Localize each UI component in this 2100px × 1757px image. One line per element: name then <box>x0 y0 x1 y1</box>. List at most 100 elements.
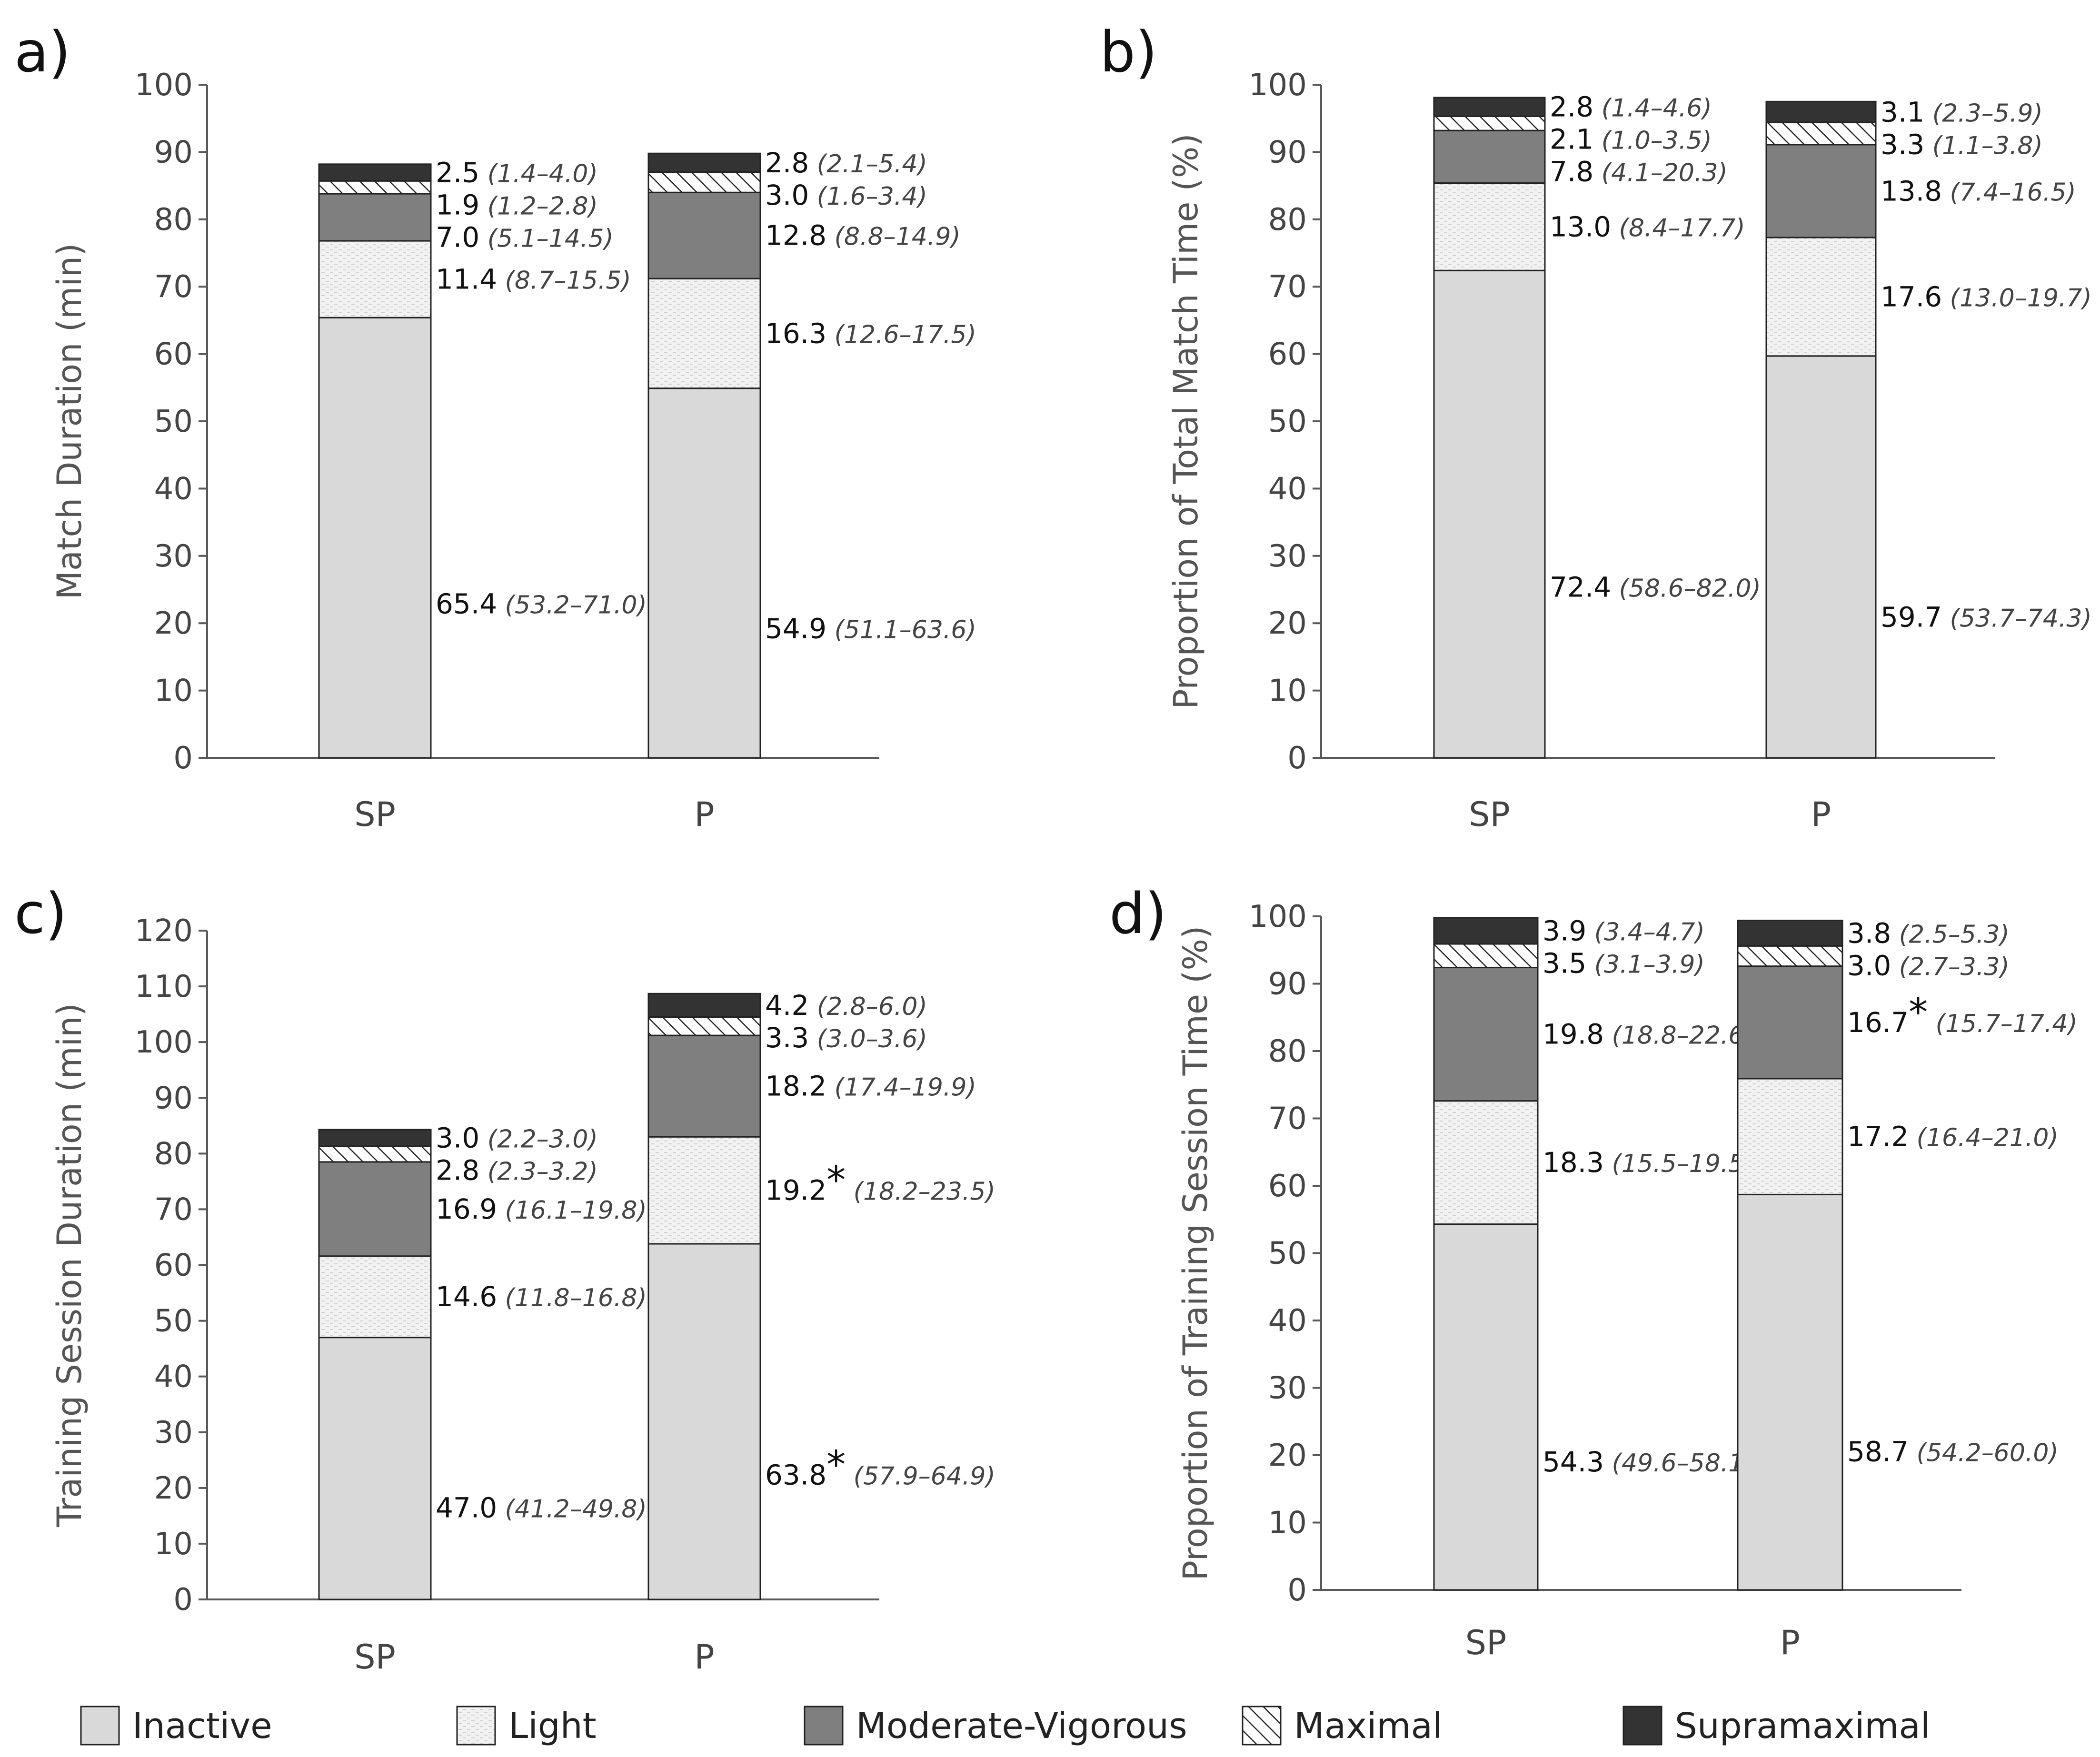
y-tick-label: 90 <box>154 1081 193 1116</box>
y-tick-label: 50 <box>154 1304 193 1339</box>
data-label-ci: (15.5–19.5) <box>1604 1150 1754 1178</box>
legend-item-supramaximal: Supramaximal <box>1622 1706 1930 1747</box>
data-label-value: 65.4 <box>436 587 497 620</box>
data-label-value: 14.6 <box>436 1281 497 1313</box>
bar-segment-moderate-vigorous <box>1433 967 1539 1102</box>
legend-swatch <box>1622 1706 1662 1746</box>
data-label: 17.2 (16.4–21.0) <box>1847 1121 2059 1153</box>
data-label: 7.0 (5.1–14.5) <box>436 221 614 254</box>
bar-segment-maximal <box>1433 943 1539 969</box>
bar-segment-moderate-vigorous <box>647 1034 761 1138</box>
bar-segment-inactive <box>1433 1223 1539 1591</box>
y-tick-label: 60 <box>154 337 193 372</box>
y-tick-label: 30 <box>154 1415 193 1450</box>
data-label: 3.3 (1.1–3.8) <box>1881 128 2043 160</box>
legend-label: Moderate-Vigorous <box>856 1706 1187 1747</box>
panel-letter: b) <box>1100 19 1157 85</box>
data-label-value: 3.5 <box>1543 947 1586 979</box>
y-tick-label: 60 <box>154 1248 193 1283</box>
bar-segment-light <box>318 1255 432 1339</box>
y-tick-label: 100 <box>135 68 193 103</box>
data-label-value: 58.7 <box>1847 1435 1909 1468</box>
data-label: 17.6 (13.0–19.7) <box>1881 280 2092 313</box>
y-tick-label: 30 <box>154 539 193 574</box>
category-label: P <box>694 1638 714 1677</box>
data-label-ci: (18.8–22.6) <box>1604 1022 1754 1050</box>
category-label: P <box>1780 1623 1800 1662</box>
data-label-ci: (2.5–5.3) <box>1891 920 2010 949</box>
data-label-value: 54.3 <box>1543 1446 1604 1478</box>
data-label: 2.1 (1.0–3.5) <box>1550 123 1712 156</box>
legend-swatch <box>1242 1706 1282 1746</box>
data-label-ci: (8.7–15.5) <box>497 267 631 295</box>
data-label-ci: (2.1–5.4) <box>809 150 927 179</box>
y-tick-label: 50 <box>1268 404 1307 439</box>
bar-segment-supramaximal <box>1433 97 1546 117</box>
data-label: 19.8 (18.8–22.6) <box>1543 1018 1754 1051</box>
data-label: 13.8 (7.4–16.5) <box>1881 175 2076 207</box>
y-tick-label: 80 <box>1268 202 1307 238</box>
data-label-value: 3.8 <box>1847 917 1891 949</box>
bar-segment-light <box>1433 1100 1539 1225</box>
significance-star: * <box>826 1443 846 1487</box>
data-label: 3.0 (2.7–3.3) <box>1847 949 2010 982</box>
bar-segment-supramaximal <box>318 163 432 182</box>
data-label: 3.9 (3.4–4.7) <box>1543 914 1705 947</box>
legend-label: Supramaximal <box>1675 1706 1930 1747</box>
data-label: 14.6 (11.8–16.8) <box>436 1281 647 1313</box>
data-label-value: 3.3 <box>765 1022 809 1054</box>
data-label-value: 7.0 <box>436 221 479 254</box>
data-label-ci: (1.1–3.8) <box>1924 131 2043 160</box>
bar-segment-maximal <box>1433 115 1546 131</box>
data-label: 13.0 (8.4–17.7) <box>1550 210 1745 243</box>
data-label-ci: (2.7–3.3) <box>1891 953 2010 981</box>
y-tick-label: 90 <box>154 135 193 170</box>
bar-segment-moderate-vigorous <box>1765 144 1877 238</box>
data-label-ci: (1.4–4.0) <box>479 160 598 189</box>
data-label: 3.8 (2.5–5.3) <box>1847 917 2010 949</box>
legend-swatch <box>456 1706 496 1746</box>
data-label-value: 47.0 <box>436 1491 497 1524</box>
data-label-value: 3.1 <box>1881 96 1924 128</box>
data-label-value: 4.2 <box>765 989 809 1022</box>
data-label: 3.0 (1.6–3.4) <box>765 179 927 211</box>
data-label: 18.3 (15.5–19.5) <box>1543 1146 1754 1179</box>
data-label-value: 2.8 <box>436 1154 479 1187</box>
legend-item-moderate-vigorous: Moderate-Vigorous <box>804 1706 1187 1747</box>
bar-segment-light <box>1737 1078 1843 1195</box>
data-label-ci: (11.8–16.8) <box>497 1284 647 1312</box>
bar-segment-inactive <box>318 317 432 759</box>
y-tick-label: 120 <box>135 913 193 949</box>
y-tick-label: 0 <box>1287 741 1307 776</box>
data-label-value: 19.8 <box>1543 1018 1604 1051</box>
data-label: 54.9 (51.1–63.6) <box>765 612 976 645</box>
data-label: 2.8 (1.4–4.6) <box>1550 91 1712 123</box>
data-label-ci: (15.7–17.4) <box>1928 1010 2078 1038</box>
bar-segment-moderate-vigorous <box>318 193 432 242</box>
y-tick-label: 20 <box>1268 606 1307 641</box>
bar-segment-moderate-vigorous <box>318 1161 432 1257</box>
bar-segment-maximal <box>1765 121 1877 146</box>
y-tick-label: 80 <box>154 202 193 238</box>
data-label: 3.5 (3.1–3.9) <box>1543 947 1705 979</box>
y-axis-title: Training Session Duration (min) <box>50 1003 89 1528</box>
data-label-value: 54.9 <box>765 612 826 645</box>
y-tick-label: 40 <box>1268 1303 1307 1339</box>
bar-segment-supramaximal <box>318 1129 432 1147</box>
data-label: 3.3 (3.0–3.6) <box>765 1022 927 1054</box>
legend-label: Light <box>508 1706 597 1747</box>
bar-segment-light <box>647 278 761 389</box>
panel-d: d) 0 10 20 30 40 50 60 70 80 90 100 Proportion of Tr… <box>1109 881 2078 1662</box>
data-label-value: 3.0 <box>1847 949 1891 982</box>
y-tick-label: 90 <box>1268 135 1307 170</box>
y-tick-label: 10 <box>1268 1506 1307 1541</box>
data-label-ci: (2.2–3.0) <box>479 1125 598 1154</box>
bar-segment-supramaximal <box>1433 917 1539 945</box>
data-label-value: 2.5 <box>436 157 479 189</box>
data-label-ci: (58.6–82.0) <box>1611 575 1761 603</box>
data-label: 11.4 (8.7–15.5) <box>436 263 631 296</box>
y-tick-label: 10 <box>154 674 193 709</box>
y-tick-label: 80 <box>1268 1034 1307 1069</box>
data-label: 65.4 (53.2–71.0) <box>436 587 647 620</box>
bar-segment-maximal <box>647 1016 761 1036</box>
